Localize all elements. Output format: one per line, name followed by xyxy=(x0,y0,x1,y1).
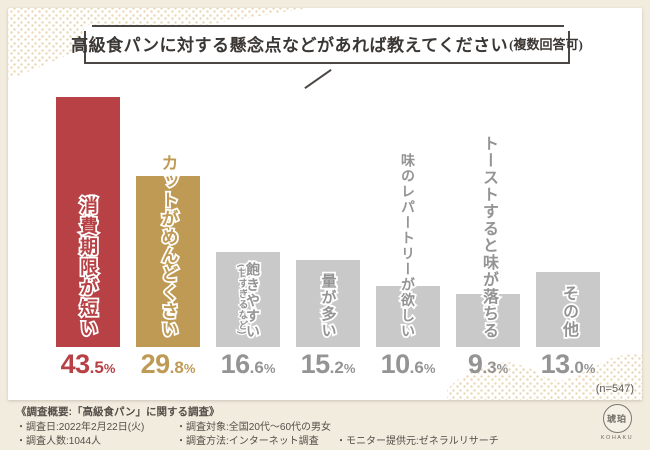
bar-label-main: 量が多い xyxy=(318,271,339,341)
bar-label: 飽きやすい (甘すぎるなど) xyxy=(235,260,263,341)
survey-target: ・調査対象:全国20代〜60代の男女 xyxy=(176,422,332,433)
bar-label-main: 飽きやすい xyxy=(243,260,263,341)
page-title: 高級食パンに対する懸念点などがあれば教えてください (複数回答可) xyxy=(71,25,583,62)
kohaku-logo-kanji: 琥珀 xyxy=(606,414,627,424)
kohaku-logo-mark: 琥珀 xyxy=(602,404,632,433)
kohaku-logo: 琥珀 KOHAKU xyxy=(600,404,634,441)
bar-label: トーストすると味が落ちる xyxy=(478,133,499,341)
survey-method: ・調査方法:インターネット調査 xyxy=(176,436,319,447)
page-title-note: (複数回答可) xyxy=(509,37,583,52)
bar-value: 13.0% xyxy=(540,349,596,379)
bar xyxy=(136,176,200,347)
bar-column: 味のレパートリーが欲しい 10.6% xyxy=(368,151,448,378)
survey-date: ・調査日:2022年2月22日(火) xyxy=(16,422,145,433)
bar-column: 飽きやすい (甘すぎるなど) 16.6% xyxy=(208,252,288,378)
bar xyxy=(376,286,440,347)
bar-column: 消費期限が短い 43.5% xyxy=(48,97,128,378)
bar-column: 量が多い 15.2% xyxy=(288,260,368,378)
bar-label-note: (甘すぎるなど) xyxy=(235,263,249,336)
bar-label-main: トーストすると味が落ちる xyxy=(478,133,499,341)
title-border-left xyxy=(84,31,86,64)
bar-chart: 消費期限が短い 43.5% カットがめんどくさい 29.8% 飽きやすい (甘すぎるなど)… xyxy=(8,8,642,400)
bar xyxy=(56,97,120,347)
bar-label-main: カットがめんどくさい xyxy=(157,152,180,341)
page-title-main: 高級食パンに対する懸念点などがあれば教えてください xyxy=(71,36,509,55)
bar-value: 43.5% xyxy=(60,349,116,379)
bar-value: 15.2% xyxy=(300,349,356,379)
chart-card: 高級食パンに対する懸念点などがあれば教えてください (複数回答可) 消費期限が短… xyxy=(8,8,642,400)
survey-summary-heading: 《調査概要:「高級食パン」に関する調査》 xyxy=(16,406,220,418)
bar-label: 味のレパートリーが欲しい xyxy=(398,151,418,341)
bar xyxy=(296,260,360,347)
sample-size-label: (n=547) xyxy=(595,383,634,395)
kohaku-logo-latin: KOHAKU xyxy=(600,435,634,441)
bar xyxy=(456,294,520,347)
bar-label-main: 消費期限が短い xyxy=(76,194,100,341)
title-border-right xyxy=(568,31,570,64)
bar-label: その他 xyxy=(558,283,579,341)
bar-label-main: その他 xyxy=(558,283,579,341)
bar-label-main: 味のレパートリーが欲しい xyxy=(398,151,418,341)
bar xyxy=(216,252,280,347)
bar-label: カットがめんどくさい xyxy=(157,152,180,341)
survey-monitor-provider: ・モニター提供元:ゼネラルリサーチ xyxy=(336,436,499,447)
title-border-bottom xyxy=(84,62,570,64)
chart-title-box: 高級食パンに対する懸念点などがあれば教えてください (複数回答可) xyxy=(71,25,583,89)
bar xyxy=(536,272,600,347)
survey-respondents: ・調査人数:1044人 xyxy=(16,436,102,447)
bar-column: カットがめんどくさい 29.8% xyxy=(128,152,208,378)
bar-column: トーストすると味が落ちる 9.3% xyxy=(448,133,528,378)
bar-value: 9.3% xyxy=(467,349,509,379)
bar-label: 消費期限が短い xyxy=(76,194,100,341)
survey-summary-footer: 《調査概要:「高級食パン」に関する調査》 ・調査日:2022年2月22日(火) … xyxy=(0,400,650,450)
bar-value: 16.6% xyxy=(220,349,276,379)
title-border-top xyxy=(92,25,564,27)
bar-value: 29.8% xyxy=(140,349,196,379)
bar-label: 量が多い xyxy=(318,271,339,341)
bar-value: 10.6% xyxy=(380,349,436,379)
bar-column: その他 13.0% xyxy=(528,272,608,378)
